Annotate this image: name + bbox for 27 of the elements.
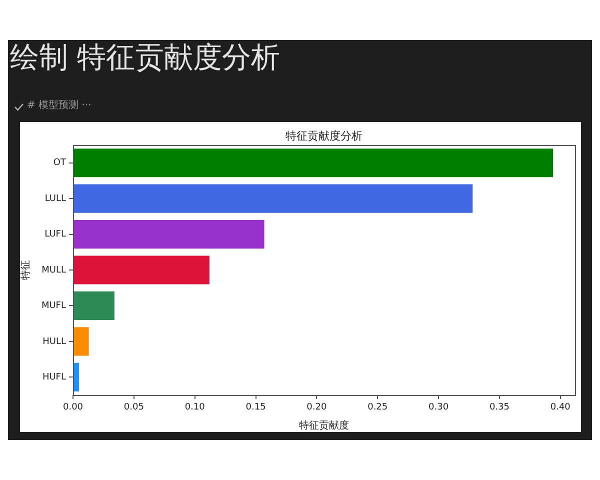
bar [74,256,210,284]
y-axis-title: 特征 [20,260,32,280]
x-tick-label: 0.35 [489,402,510,413]
x-tick-label: 0.05 [124,402,144,413]
x-axis-title: 特征贡献度 [299,420,349,432]
x-tick-label: 0.15 [246,402,266,413]
bar [74,220,264,249]
y-tick-label: HULL [42,336,66,347]
y-tick-label: LUFL [44,230,66,240]
x-tick-label: 0.20 [306,402,327,413]
y-tick-label: MUFL [41,301,66,312]
bar [74,184,473,213]
x-tick-label: 0.00 [62,402,84,413]
y-tick-label: HUFL [42,372,66,382]
bar [74,148,554,178]
text: 绘制 特征贡献度分析 [10,40,280,75]
y-tick-label: OT [53,158,66,168]
bar [74,291,114,320]
chart-title: 特征贡献度分析 [286,129,362,142]
text: # 模型预测 ··· [27,100,92,112]
y-tick-label: MULL [42,265,66,276]
x-tick-label: 0.30 [428,402,449,413]
y-tick-label: LULL [44,194,66,204]
x-tick-label: 0.25 [368,402,388,413]
x-tick-label: 0.40 [550,402,571,413]
x-tick-label: 0.10 [184,402,206,413]
bar [74,327,89,356]
